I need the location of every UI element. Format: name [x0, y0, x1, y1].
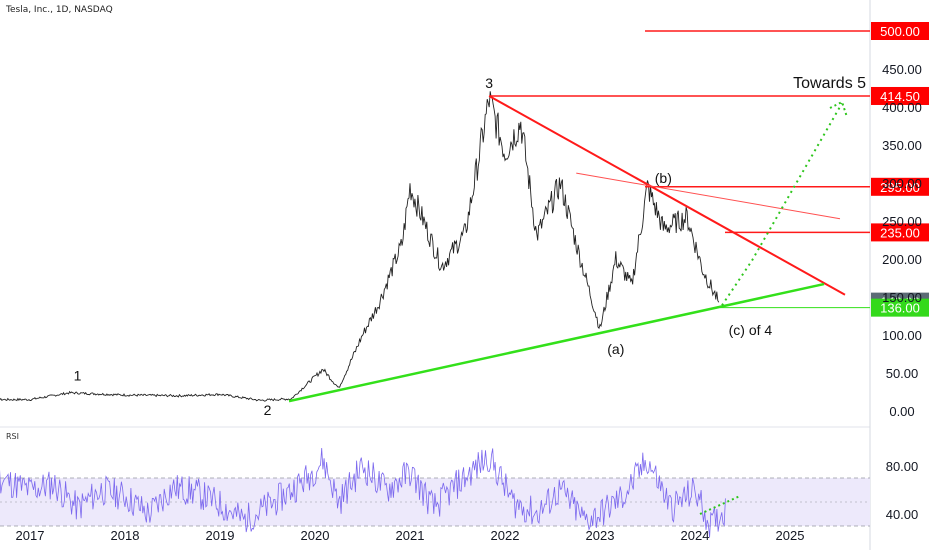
chart-title: Tesla, Inc., 1D, NASDAQ: [6, 5, 113, 15]
price-tag: 414.50: [871, 86, 929, 105]
rsi-tick-label: 40.00: [886, 507, 919, 522]
y-tick-label: 450.00: [882, 62, 922, 77]
wave-label: (b): [655, 170, 672, 186]
price-layer: [0, 91, 720, 402]
x-tick-label: 2021: [396, 528, 425, 543]
wave-label: Towards 5: [793, 75, 866, 92]
price-tag: 235.00: [871, 223, 929, 242]
y-tick-label: 350.00: [882, 138, 922, 153]
rsi-layer: [0, 447, 870, 538]
rsi-label: RSI: [6, 432, 19, 441]
axis-layer: 500.00414.50295.00235.00143.92136.00450.…: [16, 22, 929, 543]
price-line: [0, 91, 720, 402]
y-tick-label: 250.00: [882, 214, 922, 229]
y-tick-label: 200.00: [882, 252, 922, 267]
wave-label: (c) of 4: [729, 322, 773, 338]
y-tick-label: 400.00: [882, 100, 922, 115]
wave-label: 3: [485, 75, 493, 91]
price-tag-box: [871, 223, 929, 242]
y-tick-label: 100.00: [882, 328, 922, 343]
price-tag-label: 235.00: [880, 225, 920, 240]
resistance-trendline: [488, 95, 846, 296]
price-tag-label: 500.00: [880, 24, 920, 39]
price-tag-box: [871, 22, 929, 40]
x-tick-label: 2023: [586, 528, 615, 543]
secondary-trendline: [576, 172, 841, 220]
price-tag-box: [871, 86, 929, 105]
y-tick-label: 0.00: [889, 404, 914, 419]
y-tick-label: 50.00: [886, 366, 919, 381]
price-tag-label: 414.50: [880, 89, 920, 104]
y-tick-label: 300.00: [882, 176, 922, 191]
projection-to-5: [721, 102, 843, 306]
price-tag-box: [871, 177, 929, 196]
rsi-tick-label: 80.00: [886, 459, 919, 474]
price-tag: 295.00: [871, 177, 929, 196]
wave-label: 1: [74, 368, 82, 384]
x-tick-label: 2020: [301, 528, 330, 543]
x-tick-label: 2024: [681, 528, 710, 543]
x-tick-label: 2025: [776, 528, 805, 543]
grid-layer: [0, 0, 871, 550]
rsi-line: [0, 447, 726, 538]
support-trendline: [288, 282, 825, 403]
overlay-layer: 1 2 3 (a) (b) (c) of 4 Towards 5: [74, 30, 870, 418]
x-tick-label: 2018: [111, 528, 140, 543]
wave-label: (a): [607, 341, 624, 357]
x-tick-label: 2017: [16, 528, 45, 543]
price-tag-label: 295.00: [880, 180, 920, 195]
price-tag-box: [871, 298, 929, 317]
projection-arrowhead: [829, 100, 848, 118]
y-tick-label: 150.00: [882, 290, 922, 305]
x-tick-label: 2019: [206, 528, 235, 543]
price-tag-label: 136.00: [880, 301, 920, 316]
x-tick-label: 2022: [491, 528, 520, 543]
price-tag: 136.00: [871, 298, 929, 317]
wave-label: 2: [264, 402, 272, 418]
price-tag: 500.00: [871, 22, 929, 40]
rsi-divergence-line: [699, 495, 741, 515]
